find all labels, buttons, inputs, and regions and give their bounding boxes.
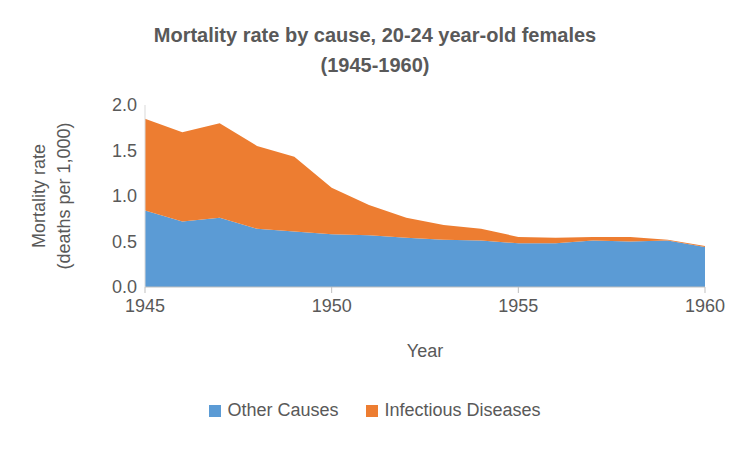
svg-text:1.5: 1.5 xyxy=(112,141,137,161)
svg-text:1.0: 1.0 xyxy=(112,186,137,206)
html-text:Infectious Diseases: Infectious Diseases xyxy=(384,400,541,420)
svg-text:(deaths per 1,000): (deaths per 1,000) xyxy=(54,122,74,269)
svg-text:0.0: 0.0 xyxy=(112,277,137,297)
svg-text:1960: 1960 xyxy=(685,296,725,316)
svg-text:Mortality rate: Mortality rate xyxy=(29,144,49,248)
svg-text:Year: Year xyxy=(407,341,443,361)
html-text:Other Causes: Other Causes xyxy=(227,400,339,420)
html-text:(1945-1960): (1945-1960) xyxy=(320,54,430,76)
svg-text:1950: 1950 xyxy=(312,296,352,316)
svg-text:0.5: 0.5 xyxy=(112,232,137,252)
svg-text:1955: 1955 xyxy=(498,296,538,316)
svg-text:1945: 1945 xyxy=(125,296,165,316)
svg-text:2.0: 2.0 xyxy=(112,95,137,115)
html-text:Mortality rate by cause, 20-24: Mortality rate by cause, 20-24 year-old … xyxy=(153,24,597,46)
